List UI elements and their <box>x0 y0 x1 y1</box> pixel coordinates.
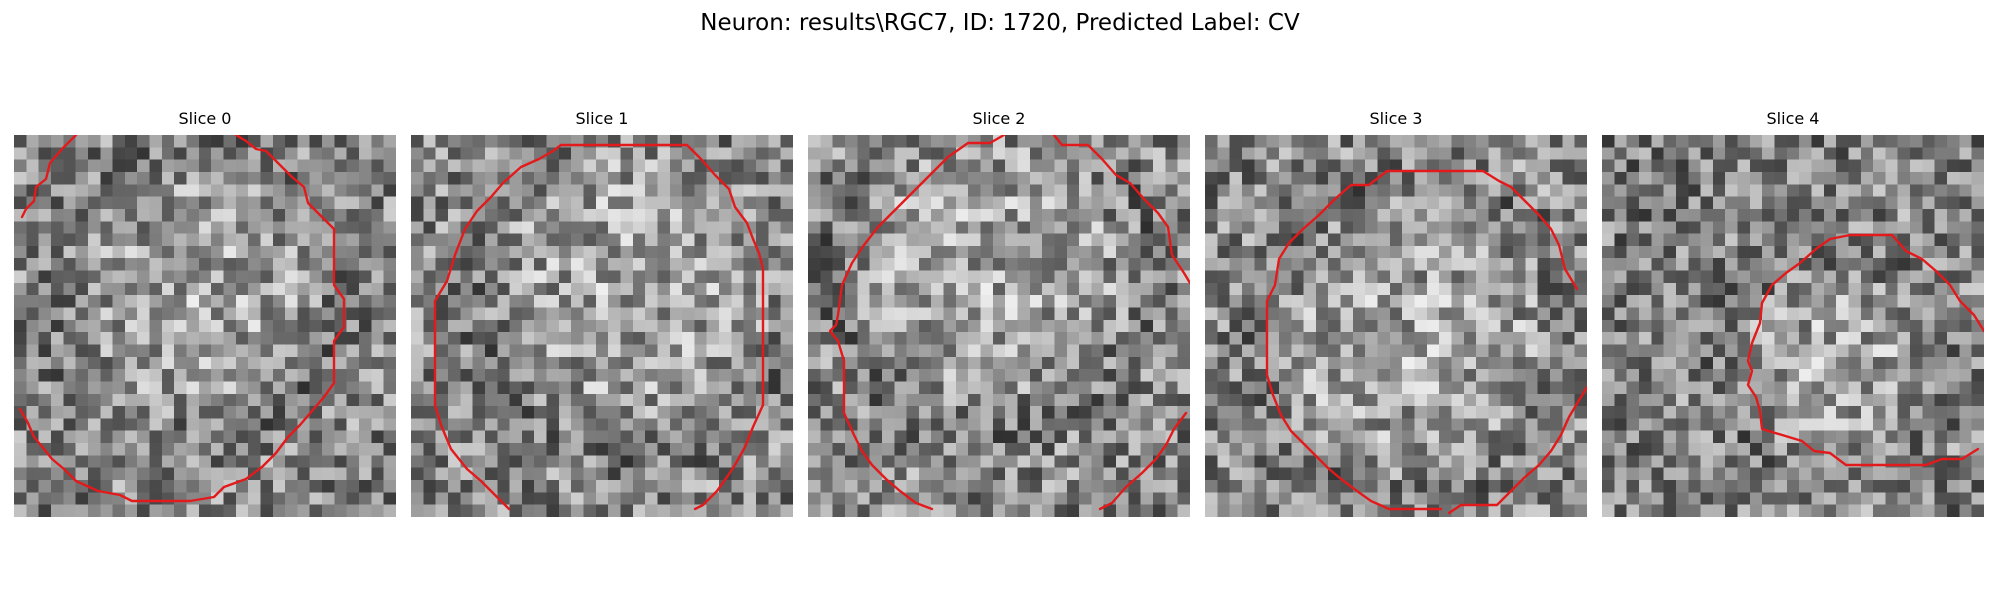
contour-line-1 <box>18 135 346 503</box>
slice-title-0: Slice 0 <box>178 109 232 128</box>
slice-title-3: Slice 3 <box>1369 109 1423 128</box>
slice-title-1: Slice 1 <box>575 109 629 128</box>
contour-line-2 <box>1098 411 1188 511</box>
slice-title-2: Slice 2 <box>972 109 1026 128</box>
figure-title: Neuron: results\RGC7, ID: 1720, Predicte… <box>700 10 1300 36</box>
contour-line-0 <box>433 143 765 511</box>
contour-line-0 <box>828 135 1006 511</box>
contour-line-0 <box>1746 233 1984 467</box>
pixel-grid <box>1205 135 1587 517</box>
slice-image-4 <box>1602 135 1984 517</box>
contour-line-0 <box>1265 169 1579 511</box>
slice-title-4: Slice 4 <box>1766 109 1820 128</box>
slice-image-2 <box>808 135 1190 517</box>
pixel-grid <box>808 135 1190 517</box>
contour-line-1 <box>1052 135 1190 285</box>
pixel-grid <box>1602 135 1984 517</box>
slice-image-1 <box>411 135 793 517</box>
slice-image-0 <box>14 135 396 517</box>
contour-line-0 <box>20 135 78 219</box>
pixel-grid <box>14 135 396 517</box>
slice-image-3 <box>1205 135 1587 517</box>
pixel-grid <box>411 135 793 517</box>
contour-line-1 <box>1447 385 1587 515</box>
